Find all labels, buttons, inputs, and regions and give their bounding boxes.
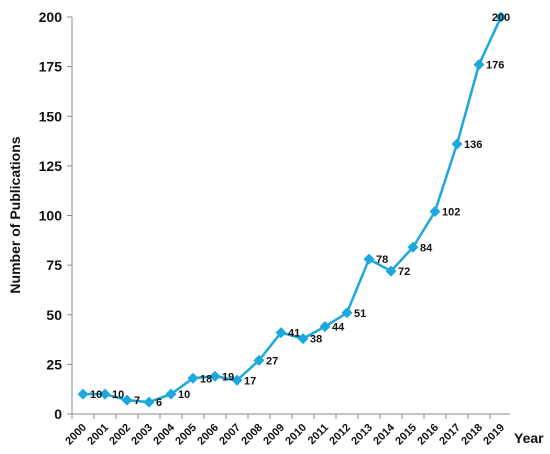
x-tick-label: 2010 [283, 422, 309, 448]
data-label: 19 [222, 371, 234, 383]
x-tick-label: 2017 [437, 422, 463, 448]
data-label: 102 [442, 207, 460, 219]
axes [67, 16, 510, 419]
x-tick-label: 2003 [129, 422, 155, 448]
data-label: 84 [420, 242, 433, 254]
x-tick-label: 2005 [173, 422, 199, 448]
data-label: 10 [112, 389, 124, 401]
data-label: 6 [156, 397, 162, 409]
x-tick-label: 2013 [349, 422, 375, 448]
x-tick-label: 2007 [217, 422, 243, 448]
data-point-marker [407, 241, 419, 253]
x-tick-label: 2000 [63, 422, 89, 448]
data-point-marker [187, 372, 199, 384]
data-label: 78 [376, 254, 388, 266]
data-label: 10 [178, 389, 190, 401]
data-label: 10 [90, 389, 102, 401]
x-tick-label: 2015 [393, 422, 419, 448]
data-point-marker [341, 307, 353, 319]
y-tick-label: 175 [39, 59, 63, 75]
y-tick-label: 75 [46, 257, 62, 273]
data-point-marker [253, 354, 265, 366]
y-tick-label: 25 [46, 356, 62, 372]
y-axis-title: Number of Publications [7, 136, 23, 293]
data-point-marker [429, 206, 441, 218]
data-point-marker [451, 138, 463, 150]
y-tick-label: 50 [46, 307, 62, 323]
x-tick-label: 2004 [151, 421, 177, 447]
data-label: 7 [134, 395, 140, 407]
y-tick-label: 200 [39, 9, 63, 25]
x-tick-label: 2018 [459, 422, 485, 448]
data-point-marker [209, 370, 221, 382]
data-point-marker [121, 394, 133, 406]
data-point-marker [473, 59, 485, 71]
y-tick-label: 0 [54, 406, 62, 422]
data-label: 136 [464, 139, 482, 151]
data-point-marker [385, 265, 397, 277]
x-tick-label: 2008 [239, 422, 265, 448]
data-point-marker [319, 321, 331, 333]
x-tick-label: 2006 [195, 422, 221, 448]
data-label: 51 [354, 308, 366, 320]
x-tick-label: 2001 [85, 422, 111, 448]
data-point-marker [99, 388, 111, 400]
data-point-marker [363, 253, 375, 265]
data-label: 27 [266, 355, 278, 367]
x-tick-label: 2014 [371, 421, 397, 447]
x-tick-label: 2016 [415, 422, 441, 448]
data-point-marker [495, 11, 507, 23]
data-markers [77, 11, 507, 408]
x-tick-label: 2019 [481, 422, 507, 448]
x-tick-label: 2009 [261, 422, 287, 448]
x-tick-label: 2012 [327, 422, 353, 448]
x-axis-title: Year [514, 430, 544, 446]
data-label: 72 [398, 266, 410, 278]
data-label: 18 [200, 373, 212, 385]
data-point-marker [231, 374, 243, 386]
data-point-marker [77, 388, 89, 400]
data-point-marker [275, 327, 287, 339]
y-tick-label: 125 [39, 158, 63, 174]
data-label: 17 [244, 375, 256, 387]
y-tick-label: 100 [39, 208, 63, 224]
data-point-marker [143, 396, 155, 408]
data-label: 176 [486, 60, 504, 72]
y-tick-label: 150 [39, 108, 63, 124]
data-point-marker [297, 333, 309, 345]
data-point-marker [165, 388, 177, 400]
x-tick-label: 2002 [107, 422, 133, 448]
data-labels: 10 10 7 6 10 18 19 17 27 41 38 44 51 78 72 84 102 136 176 2… [90, 12, 510, 409]
x-tick-label: 2011 [306, 422, 331, 447]
y-tick-labels: 0 25 50 75 100 125 150 175 200 [39, 9, 63, 422]
data-label: 200 [492, 12, 510, 24]
x-tick-labels: 2000200120022003200420052006200720082009… [63, 421, 507, 447]
data-label: 38 [310, 334, 322, 346]
data-label: 41 [288, 328, 300, 340]
data-label: 44 [332, 322, 345, 334]
